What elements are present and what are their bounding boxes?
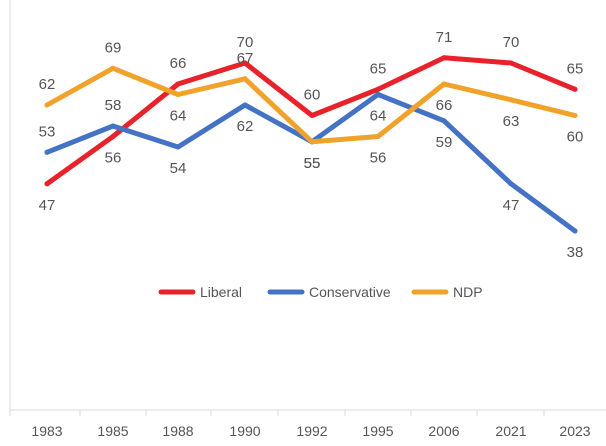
data-point-ndp xyxy=(375,134,381,139)
x-tick-label: 1988 xyxy=(162,423,193,439)
data-label-conservative: 62 xyxy=(237,118,254,135)
data-label-liberal: 65 xyxy=(567,60,584,77)
data-label-ndp: 60 xyxy=(567,129,584,146)
data-point-liberal xyxy=(508,60,514,66)
legend-label-ndp: NDP xyxy=(453,284,483,300)
data-label-layer: 47 56 66 70 60 65 71 70 65 53 58 54 62 55 64 59 47 38 62 69… xyxy=(39,29,584,261)
data-point-conservative xyxy=(175,144,181,150)
data-point-ndp xyxy=(508,97,514,103)
data-label-conservative: 58 xyxy=(105,97,122,114)
data-label-conservative: 55 xyxy=(304,155,321,172)
data-label-ndp: 64 xyxy=(170,108,187,125)
data-point-ndp xyxy=(44,102,50,108)
data-point-liberal xyxy=(44,181,50,187)
legend-label-conservative: Conservative xyxy=(309,284,391,300)
legend-item-liberal: Liberal xyxy=(158,284,242,300)
data-point-liberal xyxy=(242,60,248,66)
legend-item-conservative: Conservative xyxy=(267,284,391,300)
data-label-ndp: 55 xyxy=(304,155,321,172)
data-point-conservative xyxy=(110,123,116,129)
x-tick-layer: 1983 1985 1988 1990 1992 1995 2006 2021 2023 xyxy=(9,410,591,439)
data-point-conservative xyxy=(508,181,514,187)
data-point-conservative xyxy=(375,92,381,97)
data-point-liberal xyxy=(441,55,447,61)
legend: Liberal Conservative NDP xyxy=(158,284,483,300)
data-point-ndp xyxy=(309,139,315,145)
data-label-ndp: 62 xyxy=(39,76,56,93)
data-label-ndp: 66 xyxy=(436,97,453,114)
x-tick-label: 2023 xyxy=(559,423,590,439)
data-point-conservative xyxy=(242,102,248,108)
data-point-conservative xyxy=(441,118,447,124)
data-label-liberal: 71 xyxy=(436,29,453,46)
data-point-conservative xyxy=(572,228,578,234)
data-label-conservative: 53 xyxy=(39,123,56,140)
x-tick-label: 1990 xyxy=(229,423,260,439)
data-label-ndp: 63 xyxy=(503,113,520,130)
x-tick-label: 2006 xyxy=(428,423,459,439)
data-point-ndp xyxy=(572,113,578,118)
data-label-liberal: 65 xyxy=(370,60,387,77)
data-point-conservative xyxy=(44,149,50,155)
data-point-liberal xyxy=(572,86,578,92)
data-label-conservative: 54 xyxy=(170,160,187,177)
data-point-liberal xyxy=(309,113,315,118)
data-label-liberal: 56 xyxy=(105,150,122,167)
data-label-liberal: 70 xyxy=(237,34,254,51)
data-point-liberal xyxy=(110,134,116,139)
data-label-ndp: 56 xyxy=(370,150,387,167)
series-layer xyxy=(44,55,578,234)
data-point-ndp xyxy=(441,81,447,87)
x-tick-label: 1985 xyxy=(97,423,128,439)
x-tick-label: 1983 xyxy=(31,423,62,439)
data-label-liberal: 70 xyxy=(503,34,520,51)
data-label-conservative: 64 xyxy=(370,108,387,125)
data-point-ndp xyxy=(175,92,181,97)
data-label-ndp: 69 xyxy=(105,39,122,56)
data-label-conservative: 47 xyxy=(503,197,520,214)
data-label-liberal: 47 xyxy=(39,197,56,214)
data-label-ndp: 67 xyxy=(237,50,254,67)
data-point-liberal xyxy=(175,81,181,87)
data-point-ndp xyxy=(110,65,116,71)
legend-label-liberal: Liberal xyxy=(200,284,242,300)
x-tick-label: 1995 xyxy=(362,423,393,439)
x-tick-label: 1992 xyxy=(296,423,327,439)
data-point-ndp xyxy=(242,76,248,82)
data-label-conservative: 59 xyxy=(436,134,453,151)
data-label-conservative: 38 xyxy=(567,244,584,261)
data-point-liberal xyxy=(375,86,381,92)
data-label-liberal: 66 xyxy=(170,55,187,72)
data-label-liberal: 60 xyxy=(304,87,321,104)
x-tick-label: 2021 xyxy=(495,423,526,439)
legend-item-ndp: NDP xyxy=(411,284,483,300)
